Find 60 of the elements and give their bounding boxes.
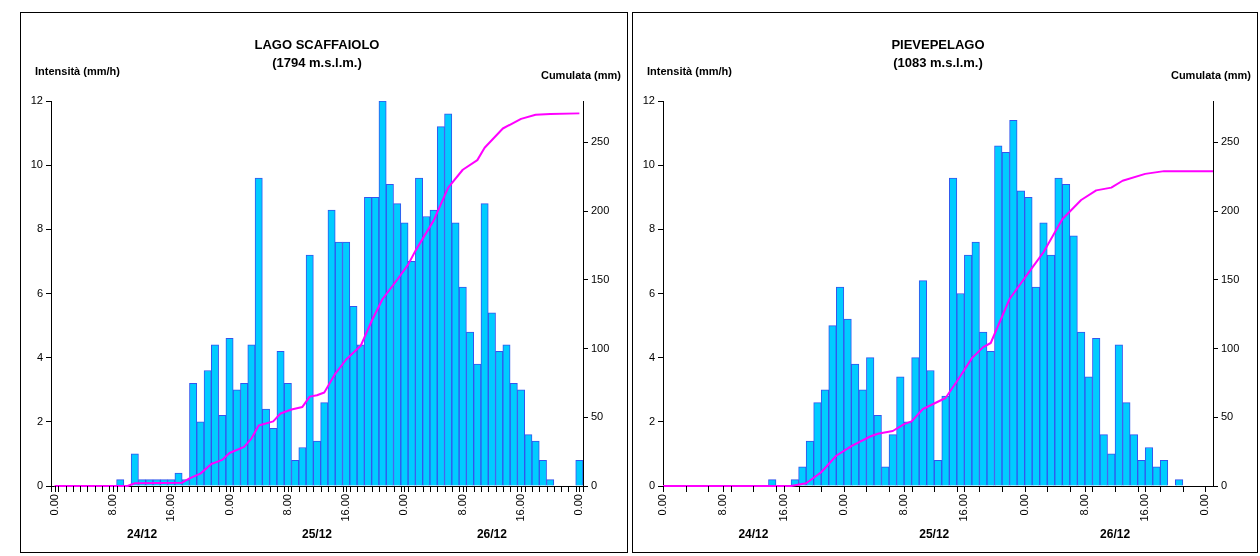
- x-tick-label: 0.00: [572, 494, 585, 516]
- y-axis-title: Intensità (mm/h): [647, 65, 733, 77]
- y2-axis-title: Cumulata (mm): [1170, 69, 1252, 81]
- y2-tick-label: 250: [1221, 135, 1240, 148]
- y-tick-label: 12: [642, 94, 655, 107]
- x-tick-label: 16.00: [957, 494, 970, 522]
- y-tick-label: 8: [648, 222, 655, 235]
- x-tick-label: 16.00: [776, 494, 789, 522]
- y2-tick-label: 100: [591, 341, 610, 354]
- y2-axis-title: Cumulata (mm): [540, 69, 622, 81]
- x-tick-label: 0.00: [656, 494, 669, 516]
- x-tick-label: 0.00: [397, 494, 410, 516]
- text: 26/12: [1100, 527, 1131, 541]
- y2-tick-label: 150: [591, 272, 610, 285]
- chart-subtitle: (1794 m.s.l.m.): [272, 55, 362, 70]
- y2-tick-label: 150: [1221, 272, 1240, 285]
- text: 25/12: [301, 527, 333, 541]
- chart-title: LAGO SCAFFAIOLO: [254, 37, 380, 52]
- x-tick-label: 0.00: [1017, 494, 1030, 516]
- x-tick-label: 16.00: [1138, 494, 1151, 522]
- chart-title: PIEVEPELAGO: [891, 37, 985, 52]
- x-tick-label: 0.00: [47, 494, 60, 516]
- y2-tick-label: 250: [591, 135, 610, 148]
- x-tick-label: 8.00: [716, 494, 729, 516]
- y-axis-title: Intensità (mm/h): [35, 65, 121, 77]
- y-tick-label: 10: [30, 158, 43, 171]
- x-tick-label: 0.00: [222, 494, 235, 516]
- y-tick-label: 12: [30, 94, 43, 107]
- x-tick-label: 8.00: [455, 494, 468, 516]
- text: 24/12: [738, 527, 769, 541]
- y2-tick-label: 200: [591, 204, 610, 217]
- y-tick-label: 2: [36, 414, 43, 427]
- x-tick-label: 16.00: [164, 494, 177, 522]
- x-tick-label: 8.00: [280, 494, 293, 516]
- y-tick-label: 4: [648, 350, 655, 363]
- y2-tick-label: 50: [591, 410, 604, 423]
- y-tick-label: 4: [36, 350, 43, 363]
- text: 26/12: [476, 527, 508, 541]
- x-tick-label: 16.00: [514, 494, 527, 522]
- y-tick-label: 0: [36, 479, 43, 492]
- x-tick-label: 8.00: [1077, 494, 1090, 516]
- x-tick-label: 8.00: [897, 494, 910, 516]
- y-tick-label: 8: [36, 222, 43, 235]
- x-tick-label: 0.00: [1198, 494, 1211, 516]
- y2-tick-label: 100: [1221, 341, 1240, 354]
- y-tick-label: 0: [648, 479, 655, 492]
- y-tick-label: 6: [36, 286, 43, 299]
- y2-tick-label: 200: [1221, 204, 1240, 217]
- y-tick-label: 10: [642, 158, 655, 171]
- y2-tick-label: 50: [1221, 410, 1234, 423]
- y2-tick-label: 0: [1221, 479, 1228, 492]
- y-tick-label: 6: [648, 286, 655, 299]
- text: 25/12: [919, 527, 950, 541]
- x-tick-label: 8.00: [105, 494, 118, 516]
- x-tick-label: 0.00: [836, 494, 849, 516]
- y2-tick-label: 0: [591, 479, 598, 492]
- chart-subtitle: (1083 m.s.l.m.): [893, 55, 983, 70]
- text: 24/12: [127, 527, 158, 541]
- y-tick-label: 2: [648, 414, 655, 427]
- x-tick-label: 16.00: [339, 494, 352, 522]
